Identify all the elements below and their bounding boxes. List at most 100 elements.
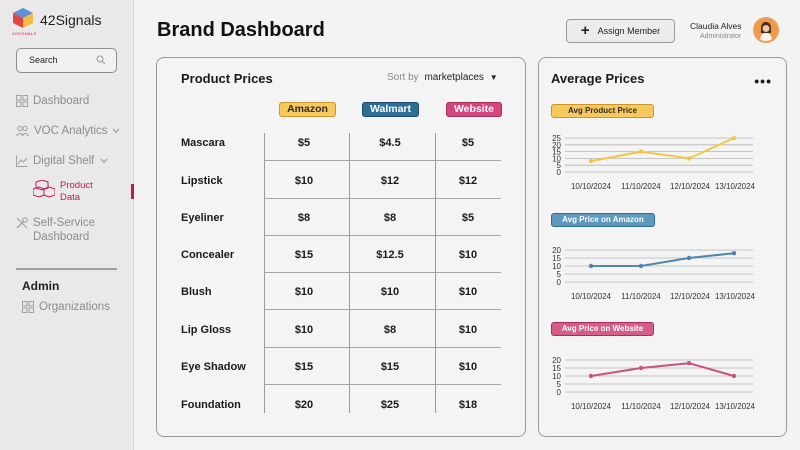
grid-icon: [16, 95, 28, 107]
sidebar-item-organizations[interactable]: Organizations: [22, 301, 110, 313]
plus-icon: +: [580, 21, 590, 39]
app-name: 42Signals: [40, 12, 102, 28]
column-header-website[interactable]: Website: [446, 102, 502, 117]
data-point[interactable]: [638, 149, 644, 154]
sort-value: marketplaces: [424, 72, 484, 83]
y-tick-label: 15: [552, 254, 561, 263]
table-cell: $10: [294, 324, 314, 336]
x-tick-label: 12/10/2024: [670, 402, 711, 411]
chevron-down-icon: [112, 128, 119, 134]
sidebar-item-self-service-dashboard[interactable]: Self-Service Dashboard: [16, 216, 95, 244]
table-cell: $15: [294, 249, 314, 261]
series-line: [590, 362, 735, 377]
table-cell: $12.5: [376, 249, 404, 261]
chart-title-avg-product-price: Avg Product Price: [551, 104, 654, 118]
table-cell: $25: [380, 399, 400, 411]
row-label: Lip Gloss: [181, 324, 232, 336]
caret-down-icon: ▼: [489, 73, 498, 82]
sidebar-divider: [16, 268, 117, 270]
assign-member-button[interactable]: + Assign Member: [566, 19, 675, 43]
table-divider: [349, 133, 350, 413]
y-tick-label: 20: [552, 356, 561, 365]
table-cell: $12: [380, 175, 400, 187]
y-tick-label: 10: [552, 372, 561, 381]
sidebar-item-product-data[interactable]: Product Data: [33, 180, 100, 204]
table-divider: [264, 133, 265, 413]
sidebar-item-digital-shelf[interactable]: Digital Shelf: [16, 155, 113, 167]
boxes-icon: [33, 180, 55, 198]
table-cell: $10: [458, 324, 478, 336]
chevron-down-icon: [100, 158, 108, 164]
data-point[interactable]: [588, 263, 594, 269]
app-tagline: 42SIGNALS: [12, 31, 37, 36]
people-icon: [16, 125, 29, 137]
user-portrait-icon: [755, 19, 777, 41]
x-tick-label: 13/10/2024: [715, 182, 756, 191]
sidebar-item-label: Self-Service: [33, 217, 95, 229]
data-point[interactable]: [638, 365, 644, 371]
column-header-amazon[interactable]: Amazon: [279, 102, 336, 117]
y-tick-label: 20: [552, 141, 561, 150]
y-tick-label: 10: [552, 262, 561, 271]
data-point[interactable]: [588, 158, 594, 164]
sidebar-item-label: VOC Analytics: [34, 125, 108, 137]
x-tick-label: 10/10/2024: [571, 292, 612, 301]
table-cell: $10: [458, 286, 478, 298]
chart-title-avg-price-website: Avg Price on Website: [551, 322, 654, 336]
table-cell: $12: [458, 175, 478, 187]
sidebar-item-label: Product Data: [60, 180, 93, 203]
chart-title-avg-price-amazon: Avg Price on Amazon: [551, 213, 655, 227]
sort-dropdown[interactable]: Sort by marketplaces ▼: [387, 72, 498, 83]
data-point[interactable]: [731, 373, 737, 379]
row-label: Eye Shadow: [181, 361, 246, 373]
search-icon: [96, 55, 106, 65]
data-point[interactable]: [686, 255, 692, 261]
product-prices-card: Product Prices Sort by marketplaces ▼ Am…: [156, 57, 526, 437]
y-tick-label: 0: [557, 278, 562, 287]
average-prices-card: Average Prices ••• Avg Product Price Avg…: [538, 57, 787, 437]
sidebar-item-dashboard[interactable]: Dashboard: [16, 95, 89, 107]
column-header-walmart[interactable]: Walmart: [362, 102, 419, 117]
series-line: [590, 137, 735, 163]
table-cell: $5: [461, 137, 475, 149]
row-divider: [264, 347, 501, 348]
grid-icon: [22, 301, 34, 313]
data-point[interactable]: [731, 251, 737, 256]
y-tick-label: 15: [552, 364, 561, 373]
table-cell: $15: [294, 361, 314, 373]
user-name: Claudia Alves: [690, 21, 742, 31]
table-cell: $4.5: [379, 137, 401, 149]
row-label: Foundation: [181, 399, 241, 411]
page-title: Brand Dashboard: [157, 19, 325, 41]
table-cell: $5: [461, 212, 475, 224]
row-label: Blush: [181, 286, 212, 298]
logo[interactable]: 42Signals: [12, 7, 102, 29]
data-point[interactable]: [686, 156, 692, 161]
avatar[interactable]: [753, 17, 779, 43]
y-tick-label: 20: [552, 246, 561, 255]
data-point[interactable]: [588, 373, 594, 379]
data-point[interactable]: [638, 263, 644, 269]
y-tick-label: 5: [557, 161, 562, 170]
row-divider: [264, 272, 501, 273]
row-divider: [264, 309, 501, 310]
sort-label: Sort by: [387, 72, 419, 83]
sidebar-item-label: Organizations: [39, 301, 110, 313]
row-label: Mascara: [181, 137, 226, 149]
more-horizontal-icon[interactable]: •••: [754, 73, 772, 89]
table-cell: $10: [294, 175, 314, 187]
data-point[interactable]: [686, 361, 692, 366]
sidebar-item-voc-analytics[interactable]: VOC Analytics: [16, 125, 125, 137]
row-divider: [264, 160, 501, 161]
data-point[interactable]: [731, 135, 737, 141]
y-tick-label: 0: [557, 388, 562, 397]
y-tick-label: 5: [557, 380, 562, 389]
search-input[interactable]: Search: [16, 48, 117, 73]
x-tick-label: 12/10/2024: [670, 292, 711, 301]
logo-cube-icon: [13, 8, 33, 28]
table-cell: $8: [297, 212, 311, 224]
table-cell: $18: [458, 399, 478, 411]
